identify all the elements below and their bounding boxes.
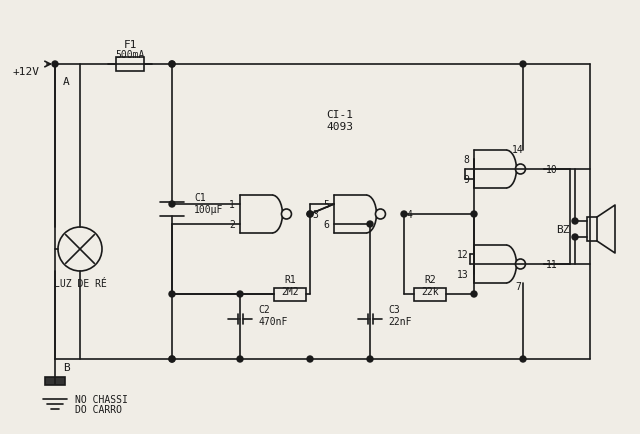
Text: 14: 14 — [512, 145, 524, 155]
Text: +12V: +12V — [13, 67, 40, 77]
Circle shape — [237, 356, 243, 362]
Circle shape — [169, 356, 175, 362]
Circle shape — [169, 356, 175, 362]
Bar — [45, 377, 65, 385]
Text: 500mA: 500mA — [115, 50, 145, 60]
Circle shape — [169, 62, 175, 68]
Circle shape — [367, 356, 373, 362]
Text: 1: 1 — [229, 200, 235, 210]
Circle shape — [307, 356, 313, 362]
Circle shape — [52, 62, 58, 68]
Text: DO CARRO: DO CARRO — [75, 404, 122, 414]
Circle shape — [367, 221, 373, 227]
Circle shape — [169, 201, 175, 207]
Text: 11: 11 — [546, 260, 557, 270]
Text: 8: 8 — [463, 155, 469, 164]
Text: CI-1: CI-1 — [326, 110, 353, 120]
Text: 2M2: 2M2 — [281, 286, 299, 296]
Text: 2: 2 — [229, 220, 235, 230]
Circle shape — [307, 211, 313, 217]
Circle shape — [520, 356, 526, 362]
Circle shape — [169, 62, 175, 68]
Circle shape — [282, 210, 291, 220]
Bar — [587, 217, 597, 241]
Circle shape — [237, 291, 243, 297]
Text: 13: 13 — [457, 270, 469, 279]
Text: 7: 7 — [515, 281, 521, 291]
Text: 22nF: 22nF — [388, 316, 412, 326]
Circle shape — [520, 62, 526, 68]
Circle shape — [572, 218, 578, 224]
Bar — [116, 58, 144, 72]
Bar — [274, 288, 306, 301]
Circle shape — [376, 210, 385, 220]
Text: 12: 12 — [457, 250, 469, 260]
Text: R1: R1 — [284, 274, 296, 284]
Text: 470nF: 470nF — [258, 316, 287, 326]
Text: 3: 3 — [312, 210, 318, 220]
Text: 9: 9 — [463, 174, 469, 184]
Circle shape — [307, 211, 313, 217]
Text: 10: 10 — [546, 164, 557, 174]
Circle shape — [515, 164, 525, 174]
Bar — [414, 288, 446, 301]
Text: A: A — [63, 77, 70, 87]
Circle shape — [471, 291, 477, 297]
Text: R2: R2 — [424, 274, 436, 284]
Circle shape — [471, 211, 477, 217]
Text: NO CHASSI: NO CHASSI — [75, 394, 128, 404]
Text: C1: C1 — [194, 193, 205, 203]
Text: 22k: 22k — [421, 286, 439, 296]
Circle shape — [515, 260, 525, 270]
Text: 4093: 4093 — [326, 122, 353, 132]
Text: C3: C3 — [388, 304, 400, 314]
Text: 6: 6 — [323, 220, 329, 230]
Text: F1: F1 — [124, 40, 137, 50]
Circle shape — [401, 211, 407, 217]
Text: B: B — [63, 362, 70, 372]
Text: BZ: BZ — [557, 224, 570, 234]
Circle shape — [572, 234, 578, 240]
Text: 4: 4 — [406, 210, 412, 220]
Circle shape — [169, 291, 175, 297]
Text: LUZ DE RÉ: LUZ DE RÉ — [54, 278, 106, 288]
Text: 5: 5 — [323, 200, 329, 210]
Text: 100µF: 100µF — [194, 204, 223, 214]
Text: C2: C2 — [258, 304, 269, 314]
